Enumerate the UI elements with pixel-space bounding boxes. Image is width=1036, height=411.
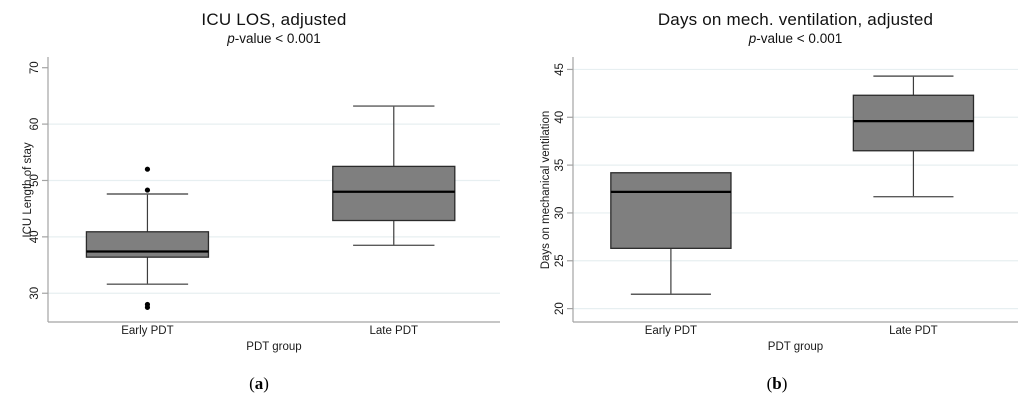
panel-b: Days on mech. ventilation, adjusted p-va… (518, 0, 1036, 411)
y-tick-label: 60 (29, 118, 41, 131)
chart-title: ICU LOS, adjusted (201, 10, 347, 29)
plot-area: 20 25 30 35 40 45 (554, 57, 1018, 323)
outlier-dot (144, 304, 151, 310)
x-axis-label: PDT group (767, 341, 824, 353)
x-axis-label: PDT group (246, 341, 302, 353)
p-value-text: -value < 0.001 (234, 31, 321, 46)
outlier-dot (144, 166, 151, 172)
y-tick-label: 30 (29, 287, 41, 300)
y-tick-label: 45 (554, 63, 566, 76)
box-body (332, 165, 456, 222)
y-tick-label: 25 (554, 254, 566, 267)
y-tick-label: 20 (554, 302, 566, 315)
plot-area: 30 40 50 60 70 (29, 57, 500, 323)
panel-label-a: (a) (249, 374, 269, 393)
category-label-early-pdt: Early PDT (644, 325, 698, 337)
p-value-symbol: p (748, 31, 757, 46)
panel-label-b: (b) (766, 374, 788, 393)
chart-subtitle: p-value < 0.001 (48, 31, 500, 46)
box-body (85, 231, 210, 258)
chart-subtitle: p-value < 0.001 (573, 31, 1018, 46)
y-tick-label: 30 (554, 207, 566, 220)
category-label-late-pdt: Late PDT (369, 325, 419, 337)
category-label-early-pdt: Early PDT (121, 325, 174, 337)
category-label-late-pdt: Late PDT (889, 325, 938, 337)
box-body (610, 172, 732, 249)
y-tick-label: 50 (29, 174, 41, 187)
y-tick-label: 70 (29, 61, 41, 74)
y-tick-label: 35 (554, 159, 566, 172)
p-value-symbol: p (227, 31, 235, 46)
box-body (852, 94, 975, 152)
p-value-text: -value < 0.001 (756, 31, 843, 46)
y-tick-label: 40 (29, 230, 41, 243)
outlier-dot (144, 187, 151, 193)
y-tick-label: 40 (554, 111, 566, 124)
chart-title: Days on mech. ventilation, adjusted (657, 10, 934, 29)
panel-a: ICU LOS, adjusted p-value < 0.001 ICU Le… (22, 10, 500, 393)
